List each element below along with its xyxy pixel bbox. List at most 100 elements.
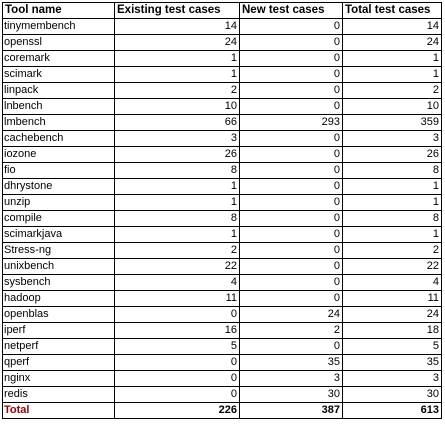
new-cases-cell: 0: [239, 34, 343, 51]
tool-name-cell: fio: [2, 162, 115, 179]
total-cases-cell: 359: [342, 114, 442, 131]
table-row: lmbench 66 293 359: [2, 114, 442, 131]
existing-cases-cell: 0: [114, 370, 240, 387]
tool-name-cell: qperf: [2, 354, 115, 371]
existing-cases-cell: 1: [114, 226, 240, 243]
total-cases-cell: 2: [342, 82, 442, 99]
new-cases-cell: 0: [239, 274, 343, 291]
existing-cases-cell: 16: [114, 322, 240, 339]
total-row: Total 226 387 613: [2, 402, 442, 419]
existing-cases-cell: 0: [114, 306, 240, 323]
header-tool-name: Tool name: [2, 2, 115, 19]
new-cases-cell: 0: [239, 50, 343, 67]
total-cases-cell: 3: [342, 130, 442, 147]
total-new: 387: [239, 402, 343, 419]
table-row: compile 8 0 8: [2, 210, 442, 227]
total-cases-cell: 1: [342, 178, 442, 195]
total-cases-cell: 30: [342, 386, 442, 403]
new-cases-cell: 35: [239, 354, 343, 371]
new-cases-cell: 0: [239, 258, 343, 275]
tool-name-cell: tinymembench: [2, 18, 115, 35]
tool-name-cell: unzip: [2, 194, 115, 211]
existing-cases-cell: 1: [114, 50, 240, 67]
table-row: unixbench 22 0 22: [2, 258, 442, 275]
total-cases-cell: 5: [342, 338, 442, 355]
table-row: qperf 0 35 35: [2, 354, 442, 371]
tool-name-cell: linpack: [2, 82, 115, 99]
table-row: scimark 1 0 1: [2, 66, 442, 83]
total-cases-cell: 8: [342, 162, 442, 179]
table-row: lnbench 10 0 10: [2, 98, 442, 115]
table-row: Stress-ng 2 0 2: [2, 242, 442, 259]
new-cases-cell: 0: [239, 178, 343, 195]
existing-cases-cell: 4: [114, 274, 240, 291]
existing-cases-cell: 2: [114, 242, 240, 259]
table-row: linpack 2 0 2: [2, 82, 442, 99]
table-row: iperf 16 2 18: [2, 322, 442, 339]
tool-name-cell: unixbench: [2, 258, 115, 275]
table-row: scimarkjava 1 0 1: [2, 226, 442, 243]
tool-name-cell: openblas: [2, 306, 115, 323]
existing-cases-cell: 10: [114, 98, 240, 115]
existing-cases-cell: 1: [114, 178, 240, 195]
existing-cases-cell: 8: [114, 210, 240, 227]
table-row: dhrystone 1 0 1: [2, 178, 442, 195]
new-cases-cell: 0: [239, 18, 343, 35]
total-cases-cell: 35: [342, 354, 442, 371]
total-cases-cell: 18: [342, 322, 442, 339]
total-cases-cell: 1: [342, 226, 442, 243]
existing-cases-cell: 22: [114, 258, 240, 275]
new-cases-cell: 0: [239, 98, 343, 115]
tool-name-cell: iperf: [2, 322, 115, 339]
existing-cases-cell: 0: [114, 354, 240, 371]
existing-cases-cell: 3: [114, 130, 240, 147]
tool-name-cell: hadoop: [2, 290, 115, 307]
tool-name-cell: coremark: [2, 50, 115, 67]
existing-cases-cell: 66: [114, 114, 240, 131]
tool-name-cell: redis: [2, 386, 115, 403]
existing-cases-cell: 5: [114, 338, 240, 355]
header-total-test-cases: Total test cases: [342, 2, 442, 19]
table-row: hadoop 11 0 11: [2, 290, 442, 307]
existing-cases-cell: 24: [114, 34, 240, 51]
total-cases-cell: 3: [342, 370, 442, 387]
new-cases-cell: 0: [239, 290, 343, 307]
existing-cases-cell: 26: [114, 146, 240, 163]
total-cases-cell: 1: [342, 50, 442, 67]
table-row: coremark 1 0 1: [2, 50, 442, 67]
total-cases-cell: 4: [342, 274, 442, 291]
total-cases-cell: 10: [342, 98, 442, 115]
existing-cases-cell: 11: [114, 290, 240, 307]
tool-name-cell: netperf: [2, 338, 115, 355]
test-case-table: Tool name Existing test cases New test c…: [2, 2, 442, 419]
tool-name-cell: compile: [2, 210, 115, 227]
new-cases-cell: 0: [239, 130, 343, 147]
existing-cases-cell: 2: [114, 82, 240, 99]
total-cases-cell: 11: [342, 290, 442, 307]
total-cases-cell: 24: [342, 306, 442, 323]
existing-cases-cell: 8: [114, 162, 240, 179]
total-total: 613: [342, 402, 442, 419]
existing-cases-cell: 1: [114, 66, 240, 83]
new-cases-cell: 293: [239, 114, 343, 131]
table-row: redis 0 30 30: [2, 386, 442, 403]
tool-name-cell: sysbench: [2, 274, 115, 291]
new-cases-cell: 0: [239, 338, 343, 355]
new-cases-cell: 0: [239, 194, 343, 211]
table-row: openblas 0 24 24: [2, 306, 442, 323]
table-row: nginx 0 3 3: [2, 370, 442, 387]
tool-name-cell: Stress-ng: [2, 242, 115, 259]
header-existing-test-cases: Existing test cases: [114, 2, 240, 19]
header-new-test-cases: New test cases: [239, 2, 343, 19]
table-row: openssl 24 0 24: [2, 34, 442, 51]
total-cases-cell: 8: [342, 210, 442, 227]
tool-name-cell: cachebench: [2, 130, 115, 147]
new-cases-cell: 0: [239, 242, 343, 259]
tool-name-cell: lnbench: [2, 98, 115, 115]
new-cases-cell: 0: [239, 210, 343, 227]
new-cases-cell: 2: [239, 322, 343, 339]
new-cases-cell: 0: [239, 162, 343, 179]
existing-cases-cell: 14: [114, 18, 240, 35]
total-cases-cell: 22: [342, 258, 442, 275]
new-cases-cell: 0: [239, 66, 343, 83]
